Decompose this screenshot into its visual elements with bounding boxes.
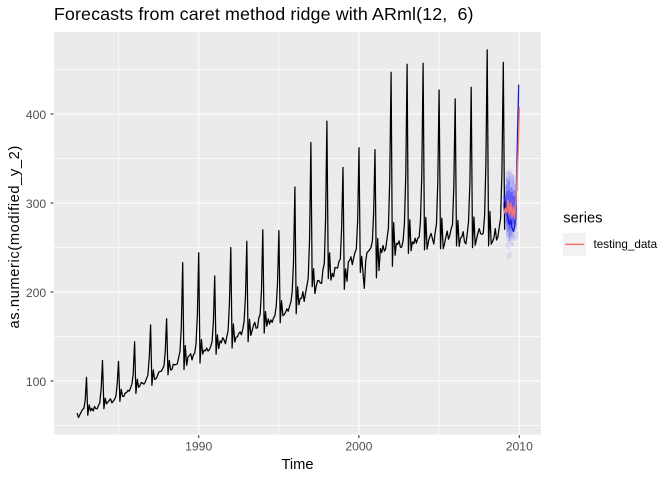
svg-text:testing_data: testing_data xyxy=(594,238,658,251)
svg-text:as.numeric(modified_y_2): as.numeric(modified_y_2) xyxy=(7,145,23,328)
svg-text:1990: 1990 xyxy=(185,440,212,454)
svg-text:2000: 2000 xyxy=(345,440,372,454)
svg-text:100: 100 xyxy=(26,375,47,389)
svg-text:2010: 2010 xyxy=(506,440,533,454)
svg-text:Time: Time xyxy=(281,457,313,473)
svg-text:200: 200 xyxy=(26,286,47,300)
svg-text:300: 300 xyxy=(26,197,47,211)
svg-text:400: 400 xyxy=(26,108,47,122)
svg-text:Forecasts from caret method ri: Forecasts from caret method ridge with A… xyxy=(54,4,474,24)
svg-text:series: series xyxy=(563,211,602,227)
